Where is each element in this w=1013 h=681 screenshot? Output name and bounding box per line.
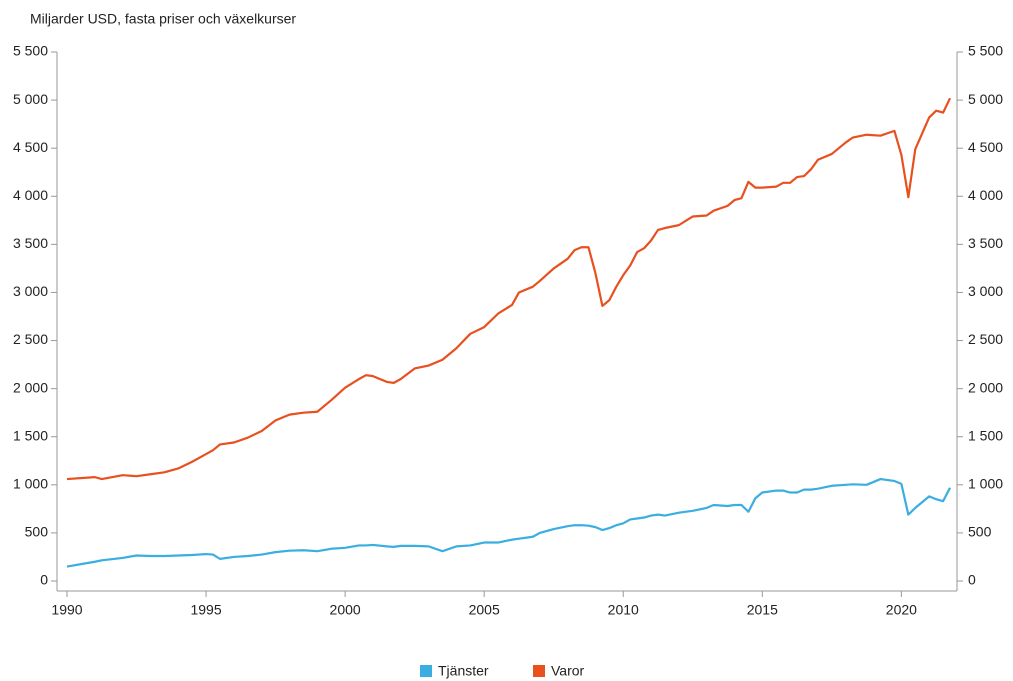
y-tick-label: 500 xyxy=(25,524,49,540)
y-tick-label: 5 000 xyxy=(13,91,48,107)
x-tick-label: 2000 xyxy=(330,602,361,618)
y-tick-label: 2 500 xyxy=(13,331,48,347)
legend-swatch xyxy=(420,665,432,677)
chart-title: Miljarder USD, fasta priser och växelkur… xyxy=(30,11,296,27)
y2-tick-label: 2 000 xyxy=(968,379,1003,395)
y2-tick-label: 5 500 xyxy=(968,43,1003,59)
y-tick-label: 4 000 xyxy=(13,187,48,203)
line xyxy=(66,477,952,568)
y2-tick-label: 5 000 xyxy=(968,91,1003,107)
y2-tick-label: 0 xyxy=(968,572,976,588)
y2-tick-label: 1 000 xyxy=(968,476,1003,492)
y2-tick-label: 4 000 xyxy=(968,187,1003,203)
y2-tick-label: 3 000 xyxy=(968,283,1003,299)
y2-tick-label: 500 xyxy=(968,524,992,540)
y-tick-label: 3 000 xyxy=(13,283,48,299)
y2-tick-label: 2 500 xyxy=(968,331,1003,347)
y-tick-label: 0 xyxy=(40,572,48,588)
legend-swatch xyxy=(533,665,545,677)
y2-tick-label: 1 500 xyxy=(968,427,1003,443)
y2-tick-label: 3 500 xyxy=(968,235,1003,251)
legend-label: Tjänster xyxy=(438,663,489,679)
y2-tick-label: 4 500 xyxy=(968,139,1003,155)
y-tick-label: 5 500 xyxy=(13,43,48,59)
x-tick-label: 2015 xyxy=(747,602,778,618)
x-tick-label: 1995 xyxy=(190,602,221,618)
x-tick-label: 2020 xyxy=(886,602,917,618)
y-tick-label: 1 500 xyxy=(13,427,48,443)
y-tick-label: 3 500 xyxy=(13,235,48,251)
legend-label: Varor xyxy=(551,663,585,679)
x-tick-label: 2005 xyxy=(469,602,500,618)
x-tick-label: 1990 xyxy=(51,602,82,618)
line xyxy=(66,97,952,481)
y-tick-label: 1 000 xyxy=(13,476,48,492)
y-tick-label: 4 500 xyxy=(13,139,48,155)
y-tick-label: 2 000 xyxy=(13,379,48,395)
x-tick-label: 2010 xyxy=(608,602,639,618)
